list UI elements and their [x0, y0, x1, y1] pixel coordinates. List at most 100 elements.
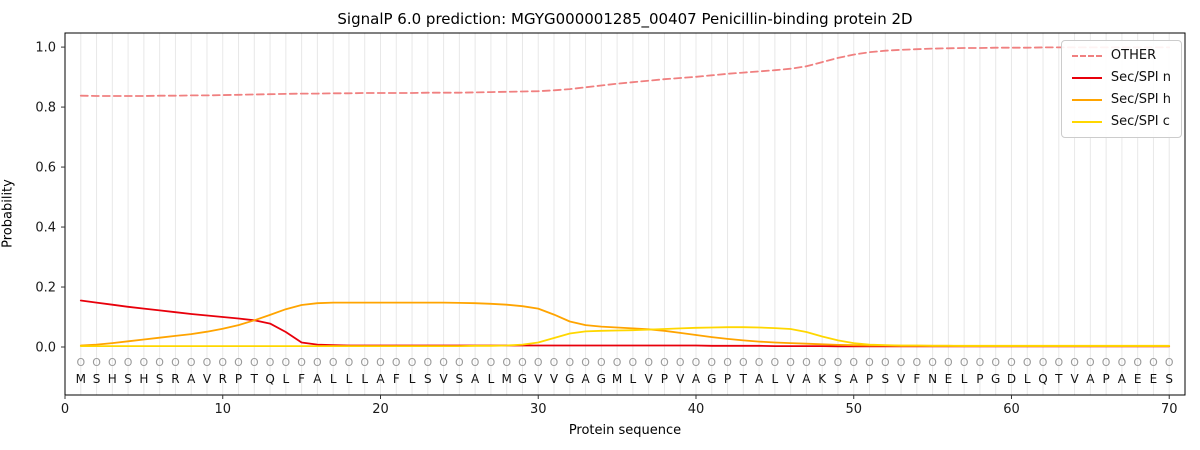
sequence-letter: N	[928, 372, 937, 386]
sequence-letter: L	[1024, 372, 1031, 386]
x-tick-label: 50	[845, 402, 862, 417]
residue-marker: O	[1086, 356, 1095, 369]
sequence-letter: V	[645, 372, 654, 386]
residue-marker: O	[739, 356, 748, 369]
residue-marker: O	[92, 356, 101, 369]
sequence-letter: E	[1134, 372, 1142, 386]
sequence-letter: H	[139, 372, 148, 386]
residue-marker: O	[282, 356, 291, 369]
sequence-letter: S	[424, 372, 432, 386]
residue-marker: O	[187, 356, 196, 369]
legend-line-other	[1071, 55, 1102, 57]
residue-marker: O	[613, 356, 622, 369]
residue-marker: O	[329, 356, 338, 369]
residue-marker: O	[897, 356, 906, 369]
residue-marker: O	[502, 356, 511, 369]
sequence-letter: A	[313, 372, 322, 386]
residue-marker: O	[802, 356, 811, 369]
sequence-letter: V	[787, 372, 796, 386]
residue-marker: O	[944, 356, 953, 369]
sequence-letter: V	[676, 372, 685, 386]
sequence-letter: L	[630, 372, 637, 386]
residue-marker: O	[1023, 356, 1032, 369]
residue-marker: O	[1054, 356, 1063, 369]
sequence-letter: A	[471, 372, 480, 386]
residue-marker: O	[1133, 356, 1142, 369]
legend-label-sec-spi-h: Sec/SPI h	[1110, 92, 1171, 107]
residue-marker: O	[234, 356, 243, 369]
plot-frame	[64, 32, 1186, 396]
sequence-letter: M	[612, 372, 622, 386]
series-line-sec-spi-c	[79, 326, 1171, 348]
x-tick-label: 70	[1161, 402, 1178, 417]
sequence-letter: A	[376, 372, 385, 386]
y-tick-label: 0.6	[35, 161, 56, 176]
x-tick-label: 20	[372, 402, 389, 417]
sequence-letter: T	[739, 372, 748, 386]
legend-line-sec-spi-h	[1071, 99, 1102, 101]
sequence-letter: S	[124, 372, 132, 386]
sequence-letter: P	[661, 372, 668, 386]
legend-label-sec-spi-c: Sec/SPI c	[1110, 114, 1170, 129]
y-tick-label: 0.2	[35, 281, 56, 296]
residue-marker: O	[1007, 356, 1016, 369]
sequence-letter: S	[456, 372, 464, 386]
residue-marker: O	[865, 356, 874, 369]
x-tick-label: 10	[214, 402, 231, 417]
sequence-letter: G	[991, 372, 1000, 386]
residue-marker: O	[423, 356, 432, 369]
residue-marker: O	[471, 356, 480, 369]
sequence-letter: S	[1165, 372, 1173, 386]
chart-title: SignalP 6.0 prediction: MGYG000001285_00…	[337, 10, 913, 28]
legend-item-other: OTHER	[1071, 48, 1171, 64]
sequence-letter: L	[961, 372, 968, 386]
x-tick-label: 30	[530, 402, 547, 417]
residue-marker: O	[439, 356, 448, 369]
sequence-letter: S	[156, 372, 164, 386]
sequence-letter: L	[361, 372, 368, 386]
residue-marker: O	[1149, 356, 1158, 369]
residue-marker: O	[345, 356, 354, 369]
residue-marker: O	[834, 356, 843, 369]
residue-marker: O	[313, 356, 322, 369]
sequence-letter: R	[219, 372, 227, 386]
residue-marker: O	[1118, 356, 1127, 369]
residue-marker: O	[1039, 356, 1048, 369]
sequence-letter: L	[330, 372, 337, 386]
residue-marker: O	[912, 356, 921, 369]
residue-marker: O	[991, 356, 1000, 369]
sequence-letter: P	[724, 372, 731, 386]
sequence-letter: L	[283, 372, 290, 386]
legend-label-other: OTHER	[1110, 48, 1157, 63]
residue-marker: O	[660, 356, 669, 369]
residue-marker: O	[1070, 356, 1079, 369]
sequence-letter: T	[250, 372, 259, 386]
legend-line-sec-spi-c	[1071, 121, 1102, 123]
y-tick-label: 0.4	[35, 221, 56, 236]
sequence-letter: Q	[1038, 372, 1047, 386]
sequence-letter: L	[772, 372, 779, 386]
sequence-letter: A	[581, 372, 590, 386]
residue-marker: O	[692, 356, 701, 369]
residue-marker: O	[360, 356, 369, 369]
x-axis-label: Protein sequence	[568, 423, 682, 438]
residue-marker: O	[849, 356, 858, 369]
residue-marker: O	[644, 356, 653, 369]
sequence-letter: L	[409, 372, 416, 386]
residue-marker: O	[771, 356, 780, 369]
sequence-letter: H	[108, 372, 117, 386]
sequence-letter: A	[850, 372, 859, 386]
sequence-letter: E	[945, 372, 953, 386]
residue-marker: O	[565, 356, 574, 369]
sequence-letter: F	[298, 372, 305, 386]
sequence-letter: V	[897, 372, 906, 386]
residue-marker: O	[155, 356, 164, 369]
sequence-letter: A	[1086, 372, 1095, 386]
sequence-letter: V	[439, 372, 448, 386]
residue-marker: O	[266, 356, 275, 369]
residue-marker: O	[1165, 356, 1174, 369]
